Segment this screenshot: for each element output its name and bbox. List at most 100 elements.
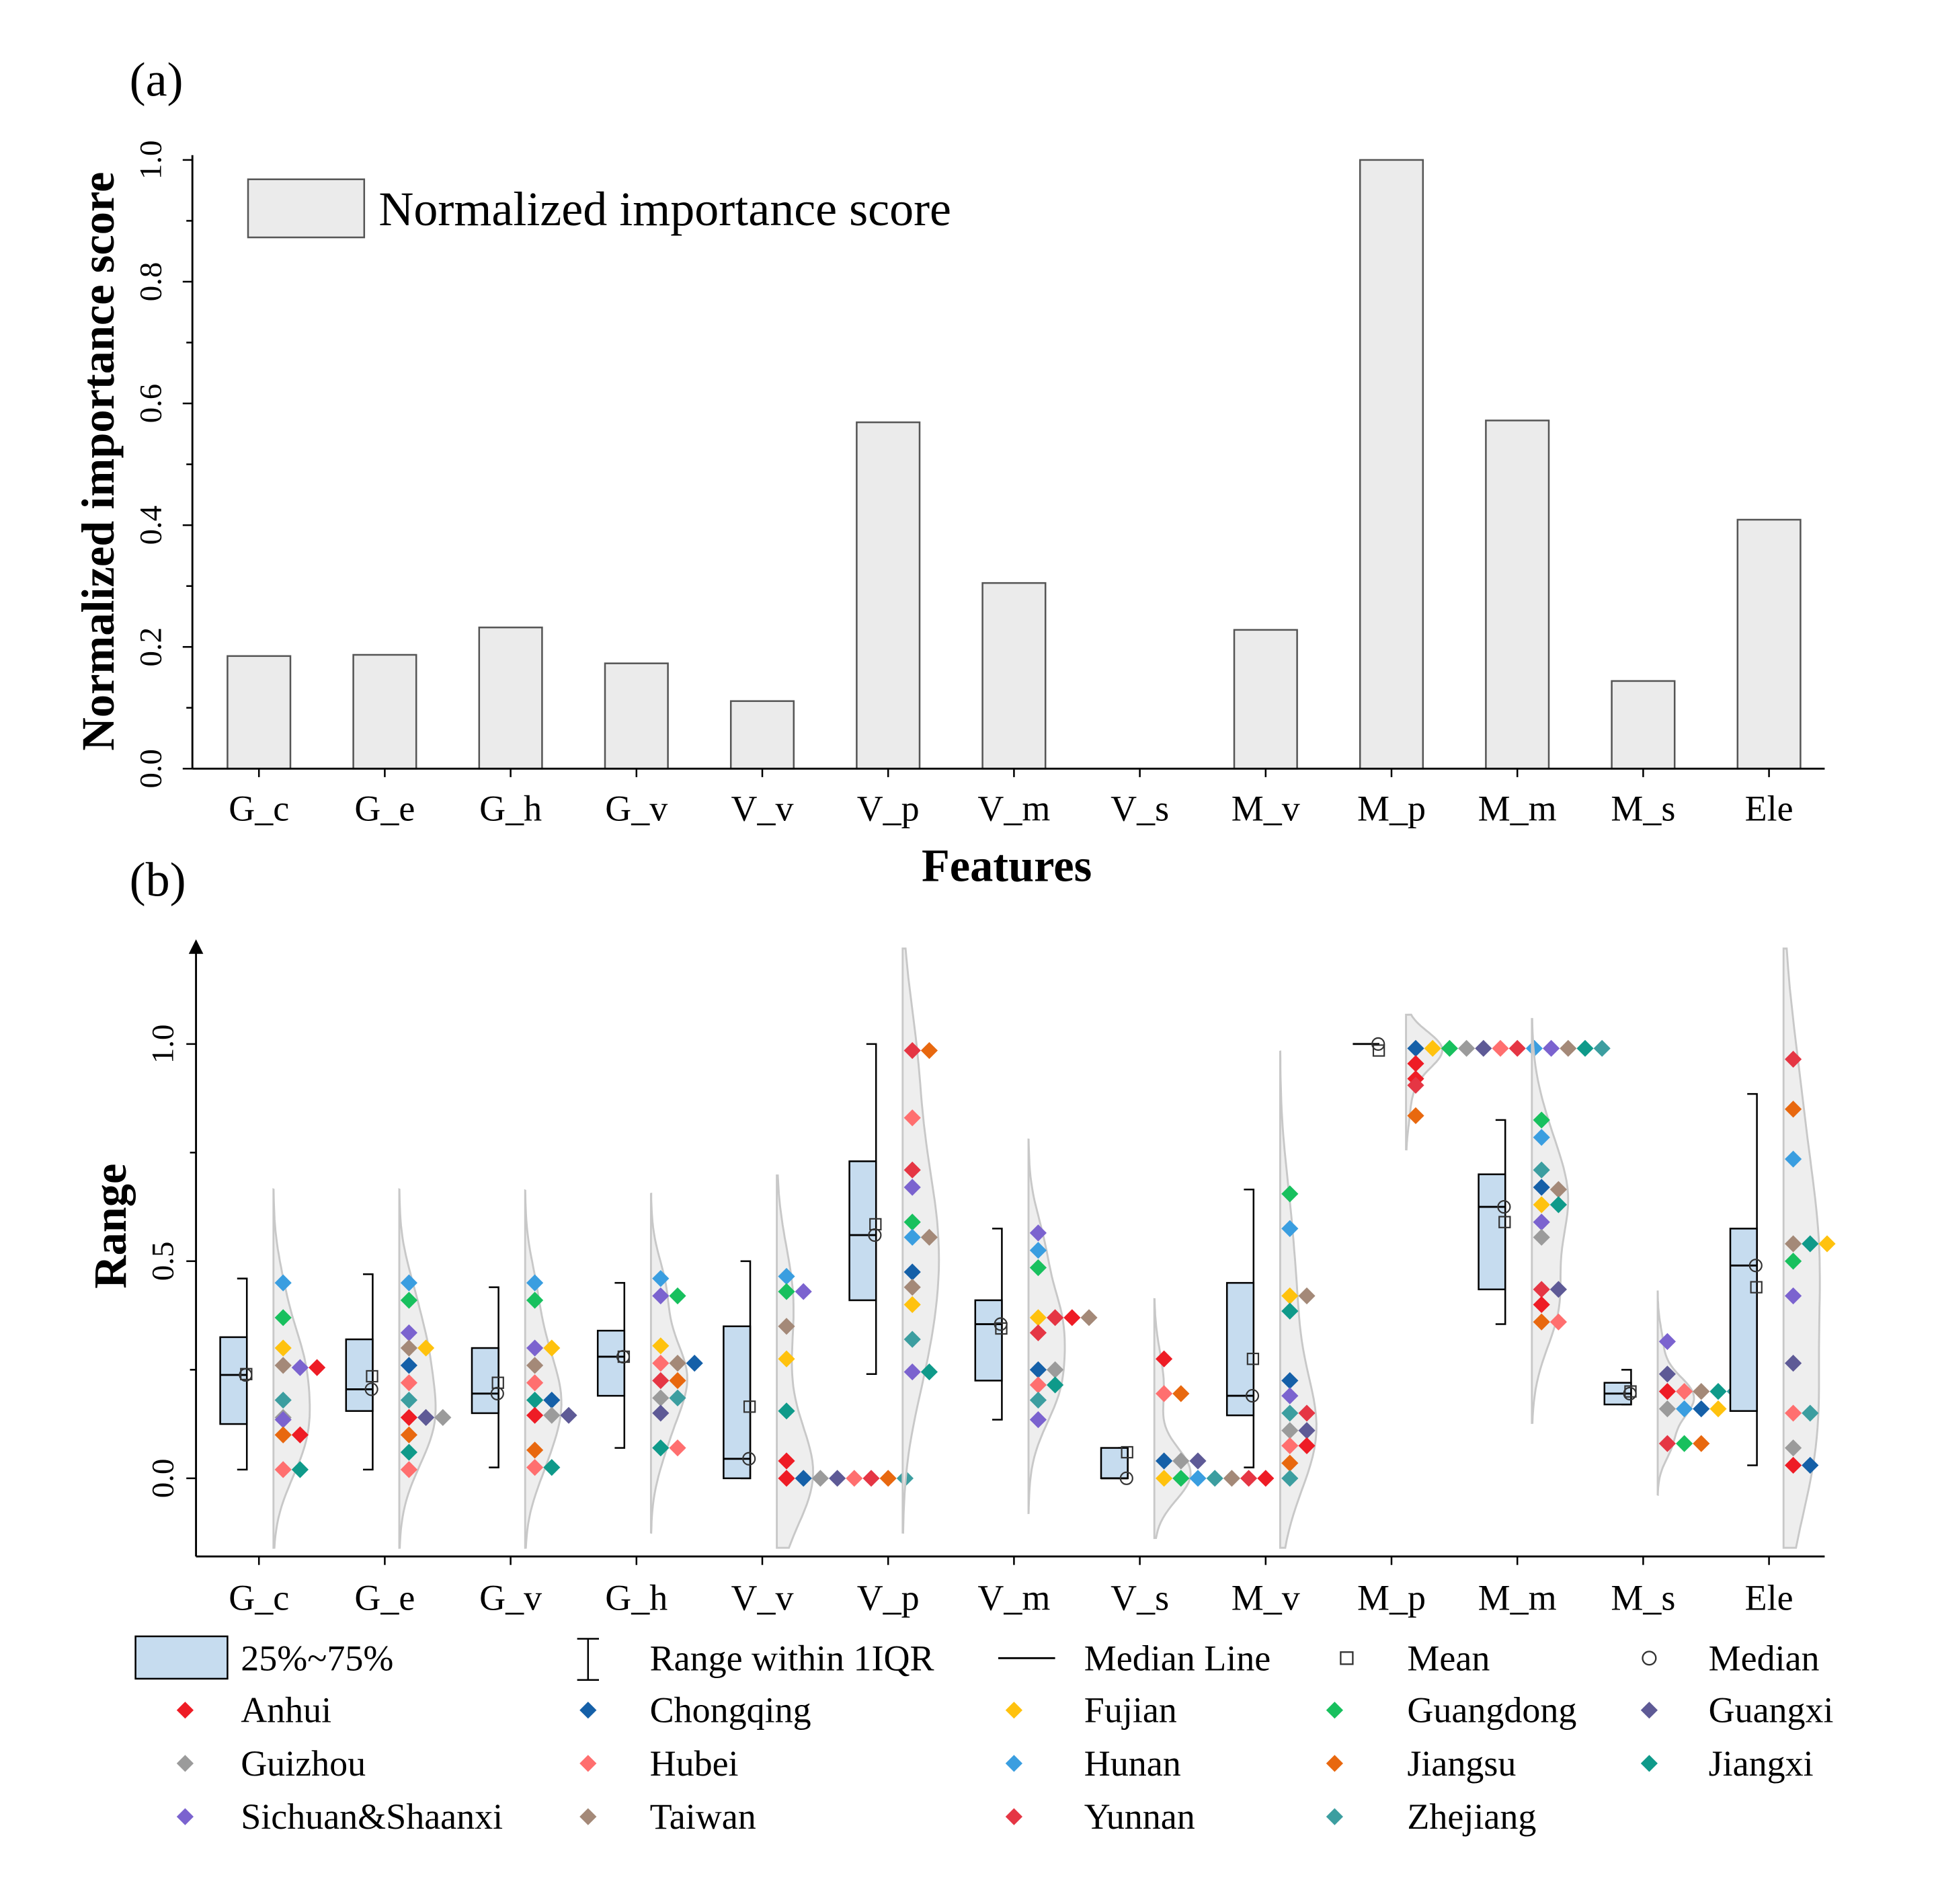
a-xtick-label-v-p: V_p bbox=[857, 789, 920, 829]
point-m-v-yunnan bbox=[1298, 1404, 1316, 1422]
iqr-box-m-v bbox=[1225, 1281, 1255, 1417]
a-xtick-label-ele: Ele bbox=[1745, 789, 1793, 829]
point-m-s-hubei bbox=[1676, 1383, 1693, 1400]
panel-b: Range 0.0 0.5 1.0 G_c G_e G_v G_h V_v V_p V_m V_s… bbox=[85, 939, 1836, 1618]
b-ytick-label: 1.0 bbox=[145, 1025, 180, 1064]
point-v-s-yunnan bbox=[1240, 1470, 1258, 1487]
point-g-v-guangdong bbox=[526, 1292, 544, 1309]
iqr-box-v-v bbox=[723, 1325, 752, 1480]
point-g-c-zhejiang bbox=[274, 1391, 292, 1409]
legend-label-taiwan: Taiwan bbox=[650, 1796, 756, 1837]
mean-marker-m-p bbox=[1372, 1044, 1385, 1057]
violin-v-m bbox=[1027, 1138, 1066, 1515]
mean-marker-m-m bbox=[1498, 1216, 1511, 1228]
median-marker-v-p bbox=[868, 1228, 882, 1242]
point-m-s-guangdong bbox=[1676, 1435, 1693, 1452]
panel-a-legend-text: Normalized importance score bbox=[378, 182, 951, 236]
iqr-box-ele bbox=[1729, 1228, 1758, 1412]
point-g-e-hunan bbox=[400, 1274, 417, 1292]
point-m-s-sichuan-shaanxi bbox=[1658, 1333, 1676, 1350]
median-marker-v-v bbox=[742, 1452, 756, 1466]
legend-median-line: Median Line bbox=[998, 1638, 1270, 1678]
point-v-v-hunan bbox=[778, 1267, 795, 1285]
legend-label-hunan: Hunan bbox=[1084, 1743, 1181, 1784]
b-xtick-label-v-m: V_m bbox=[977, 1577, 1050, 1618]
legend-marker-anhui bbox=[176, 1702, 194, 1719]
legend-range-symbol bbox=[577, 1638, 599, 1681]
point-v-p-fujian bbox=[903, 1296, 921, 1314]
point-ele-guangxi bbox=[1785, 1355, 1802, 1372]
point-m-s-anhui bbox=[1658, 1383, 1676, 1400]
legend-marker-sichuan-shaanxi bbox=[176, 1808, 194, 1825]
point-m-p-sichuan-shaanxi bbox=[1543, 1039, 1560, 1057]
legend-label-yunnan: Yunnan bbox=[1084, 1796, 1195, 1837]
legend-mean-text: Mean bbox=[1407, 1638, 1490, 1678]
b-xtick-label-g-v: G_v bbox=[479, 1577, 542, 1618]
point-g-h-yunnan bbox=[652, 1372, 670, 1390]
point-ele-jiangsu bbox=[1785, 1101, 1802, 1118]
point-g-h-hubei bbox=[652, 1355, 670, 1372]
point-ele-jiangxi bbox=[1802, 1235, 1819, 1253]
point-g-e-zhejiang bbox=[400, 1391, 417, 1409]
panel-b-y-ticks: 0.0 0.5 1.0 bbox=[145, 1025, 196, 1498]
legend-marker-yunnan bbox=[1005, 1808, 1022, 1825]
point-g-v-hunan bbox=[526, 1274, 544, 1292]
point-g-e-jiangsu bbox=[400, 1426, 417, 1443]
point-ele-hubei bbox=[1785, 1404, 1802, 1422]
legend-median-text: Median bbox=[1709, 1638, 1820, 1678]
legend-marker-jiangsu bbox=[1326, 1755, 1343, 1772]
point-g-h-chongqing bbox=[686, 1355, 703, 1372]
legend-iqr-text: 25%~75% bbox=[241, 1638, 393, 1678]
legend-marker-guangxi bbox=[1640, 1702, 1658, 1719]
legend-label-anhui: Anhui bbox=[241, 1690, 331, 1731]
point-v-s-anhui bbox=[1257, 1470, 1275, 1487]
point-m-p-jiangxi bbox=[1576, 1039, 1594, 1057]
point-v-v-guizhou bbox=[811, 1470, 829, 1487]
mean-marker-g-e bbox=[366, 1370, 378, 1383]
a-xtick-label-v-s: V_s bbox=[1111, 789, 1169, 829]
point-v-v-anhui bbox=[778, 1452, 795, 1470]
bar-v-v bbox=[729, 700, 795, 770]
legend-marker-jiangxi bbox=[1640, 1755, 1658, 1772]
panel-a-xlabel: Features bbox=[922, 840, 1092, 891]
legend-label-zhejiang: Zhejiang bbox=[1407, 1796, 1536, 1837]
point-m-s-guangxi bbox=[1658, 1365, 1676, 1383]
legend-label-fujian: Fujian bbox=[1084, 1690, 1177, 1731]
legend-marker-guizhou bbox=[176, 1755, 194, 1772]
b-xtick-label-v-p: V_p bbox=[857, 1577, 920, 1618]
point-v-p-sichuan-shaanxi bbox=[903, 1363, 921, 1381]
iqr-box-g-v bbox=[471, 1347, 499, 1415]
point-g-c-taiwan bbox=[274, 1357, 292, 1374]
point-ele-chongqing bbox=[1802, 1456, 1819, 1474]
point-m-p-yunnan bbox=[1508, 1039, 1526, 1057]
point-m-m-fujian bbox=[1533, 1196, 1550, 1214]
point-v-v-fujian bbox=[778, 1350, 795, 1367]
point-g-e-guizhou bbox=[434, 1409, 452, 1426]
point-m-m-hubei bbox=[1549, 1313, 1567, 1331]
point-v-v-hubei bbox=[846, 1470, 863, 1487]
a-xtick-label-v-m: V_m bbox=[977, 789, 1050, 829]
point-m-v-guizhou bbox=[1281, 1422, 1299, 1439]
median-marker-g-v bbox=[490, 1386, 504, 1400]
a-xtick-label-v-v: V_v bbox=[731, 789, 794, 829]
point-m-p-zhejiang bbox=[1593, 1039, 1611, 1057]
panel-a: Normalized importance score 0.0 0.2 0.4 0.6… bbox=[73, 141, 1825, 891]
bar-g-v bbox=[604, 662, 669, 770]
legend-iqr: 25%~75% bbox=[134, 1635, 393, 1680]
point-v-v-anhui bbox=[778, 1470, 795, 1487]
point-v-s-taiwan bbox=[1223, 1470, 1240, 1487]
point-v-p-hubei bbox=[903, 1109, 921, 1127]
median-marker-m-s bbox=[1623, 1386, 1637, 1400]
point-v-v-guangxi bbox=[829, 1470, 846, 1487]
point-m-v-chongqing bbox=[1281, 1372, 1299, 1390]
b-xtick-label-g-h: G_h bbox=[605, 1577, 668, 1618]
point-m-p-guangdong bbox=[1441, 1039, 1458, 1057]
median-marker-v-m bbox=[994, 1317, 1008, 1331]
point-v-m-yunnan bbox=[1029, 1324, 1047, 1342]
legend-marker-guangdong bbox=[1326, 1702, 1343, 1719]
point-m-p-guizhou bbox=[1458, 1039, 1476, 1057]
point-v-v-jiangxi bbox=[778, 1402, 795, 1420]
point-m-p-guangxi bbox=[1475, 1039, 1492, 1057]
point-m-m-yunnan bbox=[1533, 1281, 1550, 1298]
iqr-box-v-m bbox=[974, 1299, 1003, 1382]
